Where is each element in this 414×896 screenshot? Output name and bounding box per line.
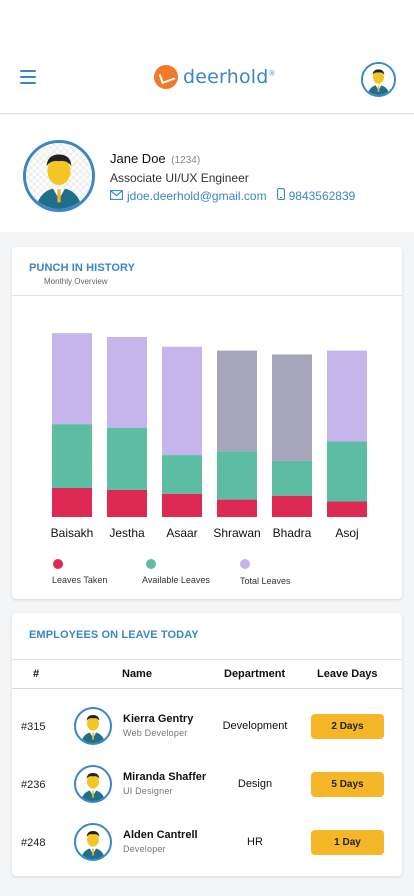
column-header-number: # bbox=[33, 668, 40, 680]
profile-section: Jane Doe (1234) Associate UI/UX Engineer… bbox=[0, 115, 414, 232]
bar-leaves-taken-asaar bbox=[162, 493, 202, 517]
x-tick-label: Asaar bbox=[166, 526, 197, 540]
deer-logo-icon bbox=[154, 65, 178, 89]
leave-days-badge[interactable]: 2 Days bbox=[311, 714, 384, 739]
bar-leaves-taken-asoj bbox=[327, 501, 367, 517]
column-header-name: Name bbox=[122, 668, 152, 680]
logo-text: deerhold® bbox=[183, 66, 276, 88]
bar-total-leaves-shrawan bbox=[217, 350, 257, 452]
phone-icon bbox=[276, 188, 285, 203]
legend-swatch bbox=[53, 559, 63, 569]
bar-total-leaves-baisakh bbox=[52, 333, 92, 425]
avatar-icon bbox=[26, 143, 92, 209]
divider bbox=[12, 295, 402, 296]
x-tick-label: Asoj bbox=[335, 526, 358, 540]
leave-days-badge[interactable]: 5 Days bbox=[311, 772, 384, 797]
legend-swatch bbox=[146, 559, 156, 569]
bar-leaves-taken-jestha bbox=[107, 489, 147, 517]
punch-history-subtitle: Monthly Overview bbox=[44, 277, 108, 286]
bar-leaves-taken-bhadra bbox=[272, 495, 312, 517]
employee-avatar bbox=[74, 823, 112, 861]
bar-available-leaves-jestha bbox=[107, 427, 147, 490]
leave-days-badge[interactable]: 1 Day bbox=[311, 830, 384, 855]
table-row[interactable]: #236 Miranda Shaffer UI Designer Design … bbox=[12, 759, 402, 817]
column-header-leave-days: Leave Days bbox=[317, 668, 378, 680]
punch-history-card: PUNCH IN HISTORY Monthly Overview Baisak… bbox=[12, 247, 402, 599]
employee-number: #315 bbox=[21, 721, 46, 733]
user-avatar-button[interactable] bbox=[361, 62, 396, 97]
profile-name: Jane Doe (1234) bbox=[110, 151, 201, 166]
employee-department: HR bbox=[247, 836, 263, 848]
x-tick-label: Baisakh bbox=[51, 526, 94, 540]
x-tick-label: Bhadra bbox=[273, 526, 312, 540]
bar-available-leaves-shrawan bbox=[217, 451, 257, 500]
employee-name: Kierra Gentry bbox=[123, 713, 194, 725]
avatar-icon bbox=[81, 830, 105, 859]
profile-role: Associate UI/UX Engineer bbox=[110, 171, 249, 185]
mail-icon bbox=[110, 189, 123, 203]
profile-avatar bbox=[23, 140, 95, 212]
logo[interactable]: deerhold® bbox=[154, 64, 276, 90]
avatar-icon bbox=[81, 772, 105, 801]
divider bbox=[12, 688, 402, 689]
leave-today-card: EMPLOYEES ON LEAVE TODAY # Name Departme… bbox=[12, 613, 402, 876]
menu-icon[interactable] bbox=[20, 70, 36, 84]
legend-label[interactable]: Available Leaves bbox=[142, 575, 210, 585]
employee-department: Design bbox=[237, 778, 273, 790]
avatar-icon bbox=[81, 714, 105, 743]
employee-avatar bbox=[74, 707, 112, 745]
employee-name: Miranda Shaffer bbox=[123, 771, 207, 783]
top-bar: deerhold® bbox=[0, 0, 414, 114]
legend-swatch bbox=[240, 559, 250, 569]
table-row[interactable]: #315 Kierra Gentry Web Developer Develop… bbox=[12, 701, 402, 759]
leave-today-title: EMPLOYEES ON LEAVE TODAY bbox=[29, 629, 199, 641]
bar-available-leaves-asaar bbox=[162, 455, 202, 494]
employee-name: Alden Cantrell bbox=[123, 829, 198, 841]
punch-history-chart: Baisakh Jestha Asaar Shrawan Bhadra Asoj bbox=[51, 333, 367, 540]
profile-contact: jdoe.deerhold@gmail.com 9843562839 bbox=[110, 188, 355, 203]
bar-available-leaves-asoj bbox=[327, 441, 367, 502]
employee-department: Development bbox=[222, 720, 288, 732]
column-header-department: Department bbox=[224, 668, 286, 680]
employee-role: Developer bbox=[123, 844, 166, 854]
email-link[interactable]: jdoe.deerhold@gmail.com bbox=[127, 188, 267, 203]
bar-available-leaves-bhadra bbox=[272, 460, 312, 496]
table-row[interactable]: #248 Alden Cantrell Developer HR 1 Day bbox=[12, 817, 402, 875]
employee-number: #236 bbox=[21, 779, 46, 791]
divider bbox=[12, 659, 402, 660]
bar-available-leaves-baisakh bbox=[52, 424, 92, 488]
bar-total-leaves-jestha bbox=[107, 337, 147, 428]
employee-number: #248 bbox=[21, 837, 46, 849]
x-tick-label: Jestha bbox=[109, 526, 145, 540]
bar-total-leaves-asoj bbox=[327, 350, 367, 442]
legend-label[interactable]: Leaves Taken bbox=[52, 575, 108, 585]
bar-leaves-taken-baisakh bbox=[52, 487, 92, 517]
x-tick-label: Shrawan bbox=[213, 526, 260, 540]
bar-total-leaves-asaar bbox=[162, 346, 202, 456]
employee-id: (1234) bbox=[171, 155, 201, 166]
employee-role: Web Developer bbox=[123, 728, 188, 738]
employee-role: UI Designer bbox=[123, 786, 173, 796]
punch-history-title: PUNCH IN HISTORY bbox=[29, 262, 136, 274]
bar-total-leaves-bhadra bbox=[272, 354, 312, 461]
legend-label[interactable]: Total Leaves bbox=[240, 576, 291, 586]
phone-link[interactable]: 9843562839 bbox=[288, 188, 356, 203]
bar-leaves-taken-shrawan bbox=[217, 499, 257, 517]
employee-avatar bbox=[74, 765, 112, 803]
avatar-icon bbox=[363, 64, 394, 95]
